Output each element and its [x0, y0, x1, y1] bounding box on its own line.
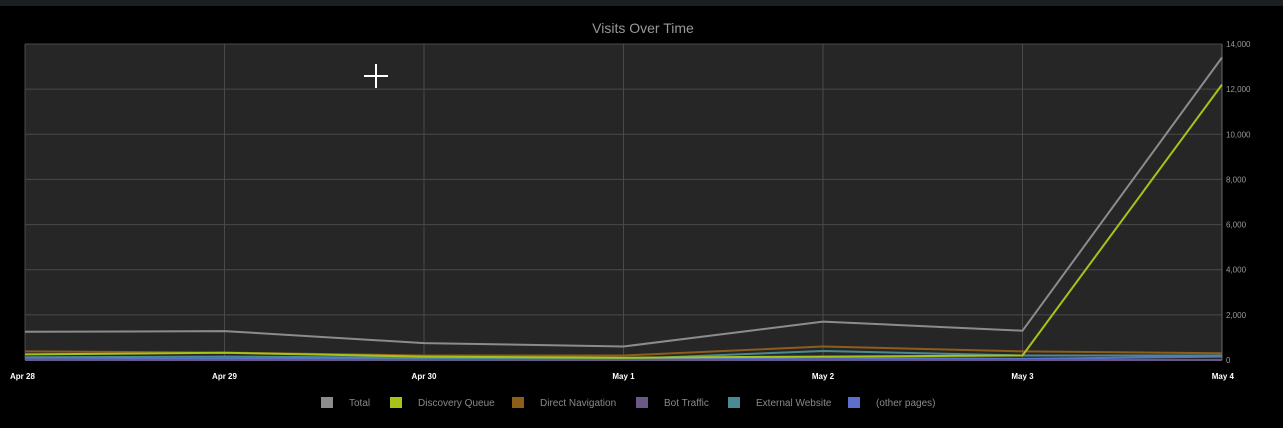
legend-swatch — [321, 397, 333, 408]
x-tick-label: May 4 — [1212, 372, 1235, 381]
legend-label: Discovery Queue — [418, 398, 495, 409]
y-tick-label: 2,000 — [1226, 311, 1247, 320]
legend-label: External Website — [756, 398, 832, 409]
x-tick-label: May 2 — [812, 372, 835, 381]
legend-label: Total — [349, 398, 370, 409]
series-line-discovery-queue — [24, 84, 1223, 359]
y-tick-label: 10,000 — [1226, 130, 1251, 139]
legend-swatch — [636, 397, 648, 408]
x-tick-label: Apr 29 — [212, 372, 237, 381]
legend: Total Discovery Queue Direct Navigation Bot… — [321, 397, 935, 409]
legend-label: Direct Navigation — [540, 398, 616, 409]
legend-swatch — [728, 397, 740, 408]
chart-title: Visits Over Time — [592, 20, 694, 36]
series-line-total — [24, 56, 1223, 348]
legend-label: (other pages) — [876, 398, 935, 409]
y-tick-label: 14,000 — [1226, 40, 1251, 49]
crosshair-cursor-icon — [364, 64, 388, 88]
y-tick-label: 8,000 — [1226, 175, 1247, 184]
top-strip — [0, 0, 1283, 6]
legend-swatch — [848, 397, 860, 408]
x-tick-label: Apr 30 — [412, 372, 437, 381]
x-tick-label: May 1 — [612, 372, 635, 381]
legend-swatch — [512, 397, 524, 408]
y-tick-label: 12,000 — [1226, 85, 1251, 94]
x-tick-label: Apr 28 — [10, 372, 35, 381]
plot-area: 0 2,000 4,000 6,000 8,000 10,000 12,000 14,000 A… — [10, 40, 1251, 381]
legend-label: Bot Traffic — [664, 398, 709, 409]
y-tick-label: 6,000 — [1226, 221, 1247, 230]
legend-swatch — [390, 397, 402, 408]
y-tick-label: 0 — [1226, 356, 1231, 365]
x-tick-label: May 3 — [1011, 372, 1034, 381]
y-tick-label: 4,000 — [1226, 266, 1247, 275]
